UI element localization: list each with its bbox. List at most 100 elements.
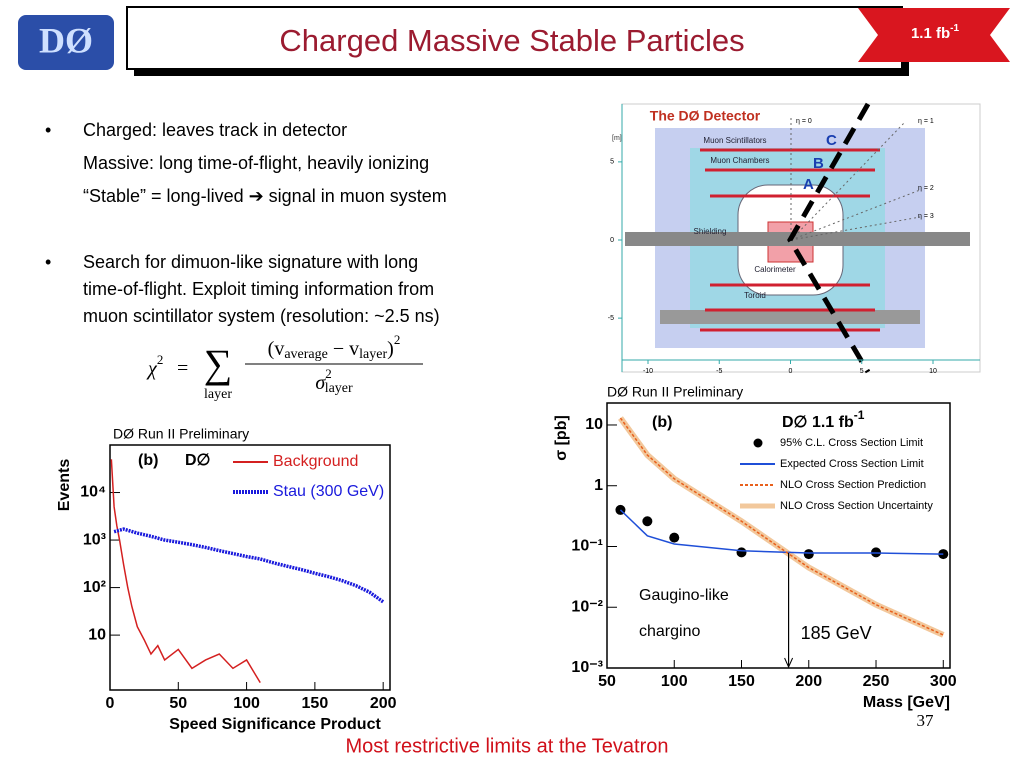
num-c: − v <box>328 338 359 360</box>
det-x-tick-label: 10 <box>929 368 937 375</box>
den-a: σ <box>315 372 326 394</box>
det-x-tick-label: -10 <box>643 368 653 375</box>
y-tick-label: 10⁻³ <box>571 659 603 676</box>
experiment: D∅ <box>185 452 211 469</box>
plot-frame <box>606 402 951 669</box>
arrow-label-bg <box>793 620 886 648</box>
bullet-line: muon scintillator system (resolution: ~2… <box>83 306 440 326</box>
y-tick-label: 10³ <box>83 531 106 548</box>
bullet-line: time-of-flight. Exploit timing informati… <box>83 279 434 299</box>
detector-unit: [m] <box>612 135 622 142</box>
x-axis-label: Mass [GeV] <box>863 694 950 711</box>
y-tick-label: 10 <box>88 626 106 643</box>
x-tick-label: 250 <box>863 673 890 690</box>
experiment-text: D∅ <box>185 452 211 469</box>
bullet-line: Massive: long time-of-flight, heavily io… <box>83 153 429 173</box>
det-x-tick-label: -5 <box>716 368 722 375</box>
legend-label: 95% C.L. Cross Section Limit <box>780 437 923 449</box>
x-axis-label: Speed Significance Product <box>169 716 381 733</box>
den-c: layer <box>325 381 353 396</box>
plot-frame <box>109 444 391 691</box>
layer-label: Calorimeter <box>754 265 796 274</box>
x-tick-label: 150 <box>728 673 755 690</box>
chi: χ <box>146 358 158 380</box>
layer-label: Muon Scintillators <box>703 136 766 145</box>
series-line <box>113 527 385 604</box>
y-axis-label: Events <box>56 459 73 512</box>
series-line <box>619 509 944 555</box>
y-tick-label: 10⁻² <box>571 598 603 615</box>
det-y-tick-label: 5 <box>610 159 614 166</box>
panel-label: (b) <box>138 452 158 469</box>
experiment-text: D∅ 1.1 fb <box>782 414 854 431</box>
legend-label: NLO Cross Section Prediction <box>780 479 926 491</box>
eta-label: η = 0 <box>796 118 812 125</box>
bullets: • Charged: leaves track in detector Massiv… <box>45 120 447 326</box>
arrow-label: 185 GeV <box>801 623 872 643</box>
layer-label: Shielding <box>694 227 727 236</box>
sum: ∑ <box>204 341 233 386</box>
x-tick-label: 50 <box>169 695 187 712</box>
bullet-line: Charged: leaves track in detector <box>83 120 347 140</box>
badge-text: 1.1 fb-1 <box>911 23 960 42</box>
floor <box>660 310 920 324</box>
det-x-tick-label: 5 <box>860 368 864 375</box>
x-tick-label: 100 <box>661 673 688 690</box>
layer-label: Muon Chambers <box>710 156 769 165</box>
limit-point <box>669 532 680 543</box>
track <box>787 102 871 374</box>
bullet-line: “Stable” = long-lived ➔ signal in muon s… <box>83 186 447 206</box>
bullet-dot: • <box>45 252 51 272</box>
num-d: layer <box>359 347 387 362</box>
num-a: (v <box>268 338 285 360</box>
x-tick-label: 300 <box>930 673 957 690</box>
y-tick-label: 10⁴ <box>80 484 106 501</box>
y-tick-label: 10² <box>83 579 106 596</box>
num-b: average <box>284 347 328 362</box>
chart-label: DØ Run II Preliminary <box>113 426 249 442</box>
y-tick-label: 10 <box>585 416 603 433</box>
chart-label: DØ Run II Preliminary <box>607 384 743 400</box>
y-tick-label: 10⁻¹ <box>571 538 603 555</box>
series-line <box>110 459 261 684</box>
x-tick-label: 200 <box>370 695 397 712</box>
x-tick-label: 100 <box>233 695 260 712</box>
det-x-tick-label: 0 <box>789 368 793 375</box>
sum-under: layer <box>204 387 232 402</box>
limit-point <box>803 549 814 560</box>
logo-box <box>18 15 114 70</box>
detector: The DØ Detector [m] Muon Scintillators M… <box>608 102 981 375</box>
panel-label: (b) <box>652 414 672 431</box>
num-f: 2 <box>394 332 401 347</box>
title-box <box>126 6 903 70</box>
y-tick-label: 1 <box>594 477 603 494</box>
chambers <box>700 148 880 332</box>
eta-label: η = 1 <box>918 118 934 125</box>
limit-point <box>736 547 747 558</box>
experiment-sup: -1 <box>854 408 865 422</box>
badge-sup: -1 <box>950 23 959 34</box>
detector-title: The DØ Detector <box>650 108 761 124</box>
numerator: (vaverage − vlayer)2 <box>268 332 401 362</box>
bullet-dot: • <box>45 120 51 140</box>
limit-point <box>642 516 653 527</box>
slide-title: Charged Massive Stable Particles <box>279 23 744 58</box>
experiment: D∅ 1.1 fb-1 <box>782 408 865 431</box>
legend-label: NLO Cross Section Uncertainty <box>780 500 933 512</box>
legend-swatch <box>753 438 763 448</box>
den-b: 2 <box>325 366 332 381</box>
y-axis-label: σ [pb] <box>553 415 570 461</box>
formula-lhs: χ2 <box>146 352 163 380</box>
chart: DØ Run II Preliminary 50 100 150 200 250 300 10… <box>553 384 957 712</box>
legend-label: Expected Cross Section Limit <box>780 458 924 470</box>
legend-label: Background <box>273 453 358 470</box>
x-tick-label: 150 <box>302 695 329 712</box>
denominator: σ2 layer <box>315 366 353 396</box>
station: B <box>813 155 824 172</box>
x-tick-label: 50 <box>598 673 616 690</box>
annotation: chargino <box>639 623 700 640</box>
station: A <box>803 176 814 193</box>
equals: = <box>177 358 188 380</box>
station: C <box>826 132 837 149</box>
